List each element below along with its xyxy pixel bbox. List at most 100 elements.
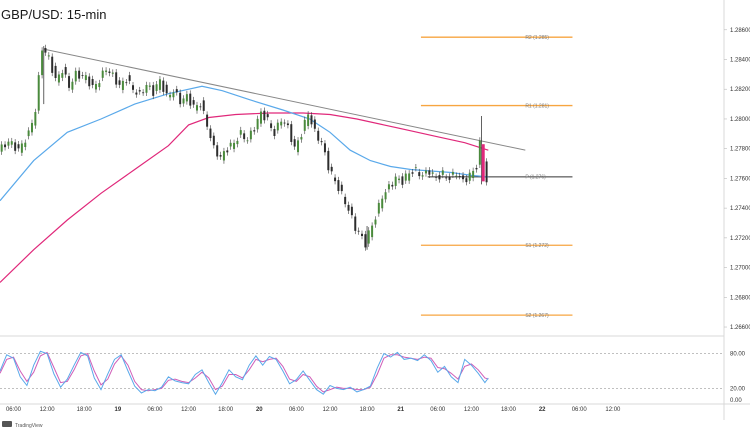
candle-body — [118, 80, 121, 85]
candle-body — [222, 151, 225, 161]
moving-average-pink-line — [0, 112, 489, 283]
price-tick-label: 1.28200 — [730, 87, 750, 93]
candle-body — [94, 84, 97, 90]
candle-body — [428, 170, 431, 175]
price-tick-label: 1.26800 — [730, 295, 750, 301]
candle-body — [334, 177, 337, 182]
candle-body — [172, 92, 175, 98]
stochastic-d-line — [0, 351, 489, 393]
time-tick-label: 06:00 — [572, 407, 588, 413]
candle-body — [57, 74, 60, 83]
candle-body — [323, 143, 326, 153]
candle-body — [283, 122, 286, 124]
time-tick-label: 12:00 — [464, 407, 480, 413]
candle-body — [313, 119, 316, 129]
candle-body — [229, 142, 232, 147]
candle-body — [216, 145, 219, 157]
candle-body — [300, 137, 303, 140]
candle-body — [381, 198, 384, 209]
candle-body — [249, 130, 252, 140]
candle-body — [17, 144, 20, 149]
candle-body — [458, 176, 461, 177]
candle-body — [105, 70, 108, 72]
candle-body — [340, 184, 343, 192]
candle-body — [256, 118, 259, 130]
candle-body — [377, 202, 380, 214]
trendline-group — [43, 48, 526, 151]
candle-body — [266, 114, 269, 118]
candle-body — [51, 56, 54, 73]
candle-body — [111, 72, 114, 74]
candle-body — [270, 123, 273, 128]
stochastic-pane — [0, 350, 724, 396]
price-tick-label: 1.27000 — [730, 266, 750, 272]
candle-body — [0, 144, 3, 152]
candle-body — [125, 82, 128, 84]
candle-body — [61, 73, 64, 78]
moving-averages — [0, 85, 489, 283]
candle-body — [317, 130, 320, 141]
time-tick-label: 06:00 — [430, 407, 446, 413]
candle-body — [182, 98, 185, 104]
last-candle-body — [481, 144, 485, 182]
candle-body — [44, 48, 47, 53]
candle-body — [236, 140, 239, 145]
price-tick-label: 1.27400 — [730, 206, 750, 212]
candle-body — [24, 142, 27, 148]
price-tick-label: 1.28600 — [730, 28, 750, 34]
candle-body — [98, 83, 101, 88]
candle-body — [286, 123, 289, 126]
candle-body — [219, 155, 222, 157]
candle-body — [74, 70, 77, 82]
moving-average-blue-line — [0, 85, 489, 202]
candle-body — [327, 150, 330, 171]
oscillator-axis-labels: 80.00 20.00 0.00 — [730, 352, 746, 404]
candle-body — [88, 76, 91, 87]
candle-body — [276, 122, 279, 131]
candle-body — [54, 65, 57, 78]
candle-body — [209, 128, 212, 139]
candle-body — [361, 233, 363, 237]
candle-body — [350, 206, 353, 216]
time-tick-label: 18:00 — [360, 407, 376, 413]
candle-body — [424, 170, 427, 174]
candle-body — [431, 172, 434, 174]
candle-body — [310, 115, 313, 125]
candle-body — [108, 71, 111, 73]
chart-title: GBP/USD: 15-min — [1, 7, 106, 22]
candle-body — [253, 130, 256, 132]
price-tick-label: 1.27800 — [730, 147, 750, 153]
candle-body — [435, 176, 438, 178]
time-tick-label: 18:00 — [77, 407, 93, 413]
candle-body — [212, 135, 215, 146]
candle-body — [357, 230, 360, 232]
candle-body — [158, 79, 161, 90]
candle-body — [14, 142, 17, 151]
time-tick-label: 06:00 — [6, 407, 22, 413]
candle-body — [259, 111, 262, 124]
candle-body — [192, 100, 195, 105]
candle-body — [162, 80, 165, 92]
candle-body — [371, 225, 374, 238]
candle-body — [121, 80, 124, 90]
candle-body — [84, 75, 87, 81]
price-axis-labels: 1.28600 1.28400 1.28200 1.28000 1.27800 1.276… — [724, 28, 750, 331]
price-tick-label: 1.27200 — [730, 236, 750, 242]
time-tick-label: 06:00 — [147, 407, 163, 413]
candle-body — [71, 81, 74, 90]
candle-body — [185, 94, 188, 102]
candle-body — [273, 129, 276, 136]
time-tick-label: 19 — [115, 407, 122, 413]
candle-body — [387, 184, 390, 190]
candle-body — [462, 175, 465, 180]
candle-body — [408, 173, 411, 181]
candle-body — [206, 114, 209, 127]
candle-body — [138, 90, 141, 92]
time-tick-label: 20 — [256, 407, 263, 413]
price-series — [0, 44, 488, 251]
candle-body — [404, 173, 407, 181]
price-tick-label: 1.28000 — [730, 117, 750, 123]
candle-body — [148, 85, 151, 87]
